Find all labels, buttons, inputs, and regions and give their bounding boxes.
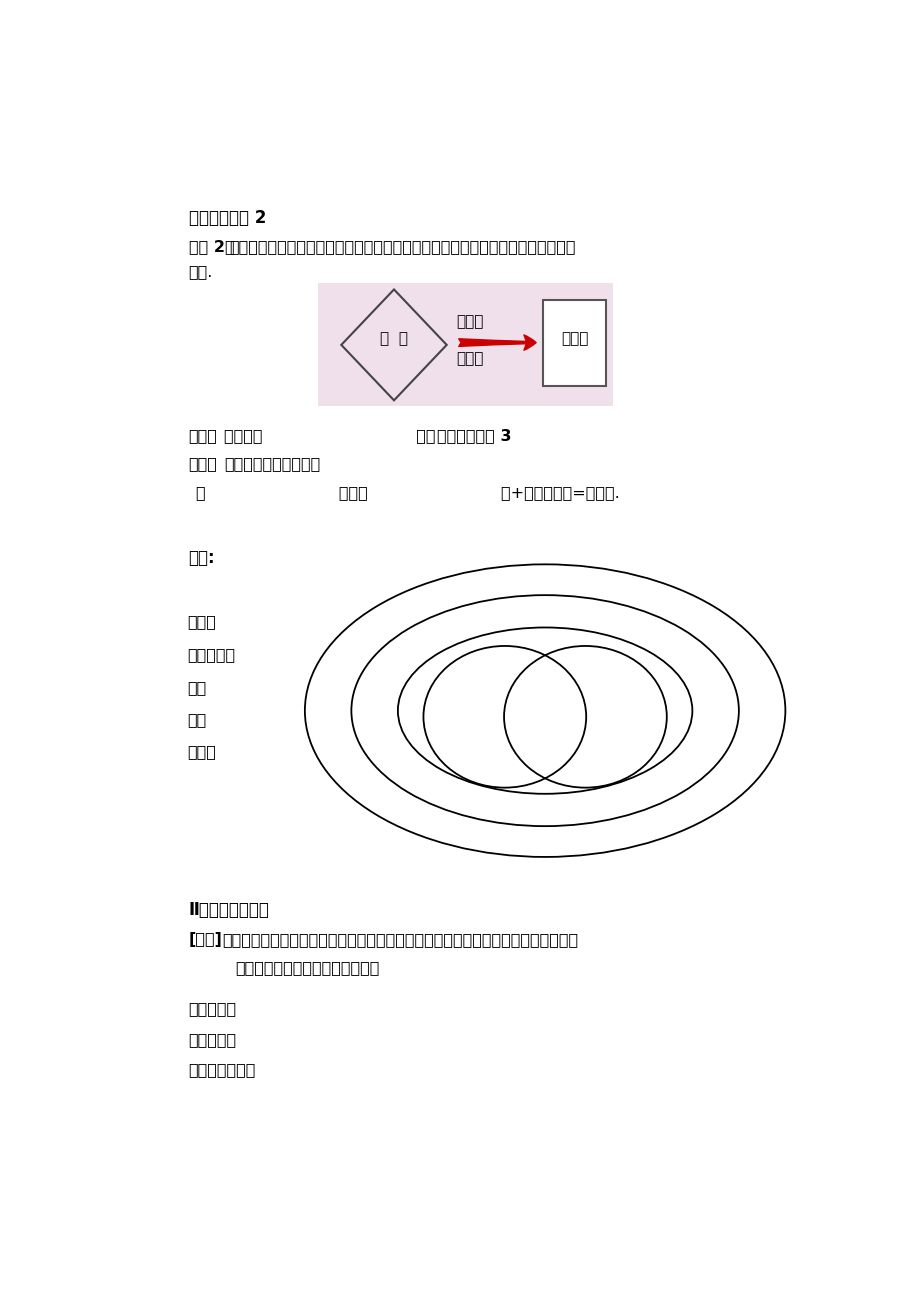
- Text: 正方形的判定 3: 正方形的判定 3: [437, 428, 511, 443]
- Text: 菱形: 菱形: [187, 712, 206, 728]
- Text: 填图:: 填图:: [188, 549, 215, 566]
- Text: 正方形: 正方形: [561, 331, 587, 346]
- Text: 根据上述关系可知，正方形既是特殊的矩形、又是特殊的菱形，更是的特殊的平行四: 根据上述关系可知，正方形既是特殊的矩形、又是特殊的菱形，更是的特殊的平行四: [222, 932, 578, 947]
- Text: 平行四边形: 平行四边形: [187, 647, 235, 663]
- Text: 你能否利用手中的可以活动的菱形模型变成一个正方形吗？如何变？请演示并画出: 你能否利用手中的可以活动的菱形模型变成一个正方形吗？如何变？请演示并画出: [229, 238, 574, 254]
- Text: 菱  形: 菱 形: [380, 331, 407, 346]
- Text: 总结：: 总结：: [188, 428, 217, 443]
- Text: [交流]: [交流]: [188, 932, 222, 947]
- FancyBboxPatch shape: [542, 301, 606, 387]
- Text: 从对角线来说：: 从对角线来说：: [188, 1062, 255, 1078]
- Text: 正方形: 正方形: [187, 743, 216, 759]
- Text: 一个角: 一个角: [456, 314, 482, 329]
- Text: 操作 2: 操作 2: [188, 238, 234, 254]
- Text: 从边来说：: 从边来说：: [188, 1001, 236, 1016]
- FancyBboxPatch shape: [318, 284, 612, 406]
- Text: 四边形: 四边形: [187, 615, 216, 629]
- Text: 矩形: 矩形: [187, 680, 206, 695]
- Text: 如果是平行四边形呢？: 如果是平行四边形呢？: [224, 457, 320, 471]
- Text: （                          ）＋（                          ）+平行四边形=正方形.: （ ）＋（ ）+平行四边形=正方形.: [196, 486, 619, 500]
- Text: 思考：: 思考：: [188, 457, 217, 471]
- Text: 边形，你能说出正方形的性质吗？: 边形，你能说出正方形的性质吗？: [235, 960, 380, 975]
- Text: 图形.: 图形.: [188, 264, 213, 279]
- Text: 是直角: 是直角: [456, 352, 482, 366]
- Text: Ⅱ、正方形的性质: Ⅱ、正方形的性质: [188, 901, 269, 919]
- Text: 菱形＋（                              ）］: 菱形＋（ ）］: [224, 428, 436, 443]
- Text: 从角来说：: 从角来说：: [188, 1031, 236, 1047]
- Text: 正方形的判定 2: 正方形的判定 2: [188, 208, 266, 227]
